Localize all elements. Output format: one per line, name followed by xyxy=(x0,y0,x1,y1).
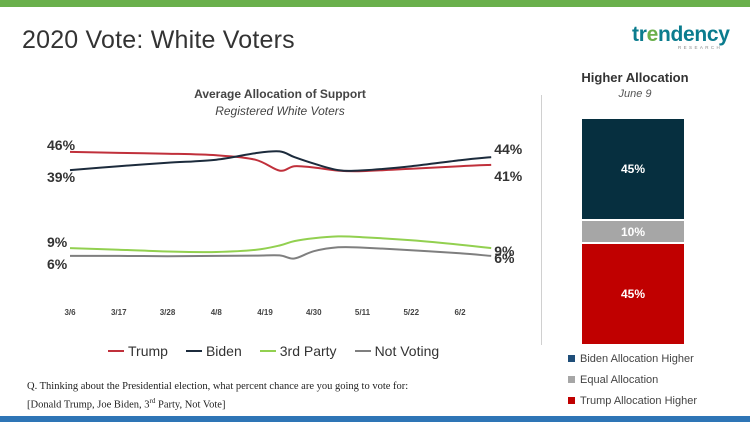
legend-item-not-voting: Not Voting xyxy=(354,343,440,359)
bar-legend-item-equal: Equal Allocation xyxy=(568,369,697,390)
legend-label-biden: Biden xyxy=(205,343,242,359)
question-line-1: Q. Thinking about the Presidential elect… xyxy=(27,381,409,392)
x-tick-label: 3/6 xyxy=(64,308,76,317)
panel-divider xyxy=(541,95,542,345)
data-label-trump-start: 46% xyxy=(47,137,76,153)
x-tick-label: 6/2 xyxy=(454,308,466,317)
data-label-not-voting-start: 6% xyxy=(47,256,68,272)
line-chart-legend: Trump Biden 3rd Party Not Voting xyxy=(108,343,457,359)
legend-item-biden: Biden xyxy=(185,343,242,359)
logo-part-1: tr xyxy=(632,23,647,46)
legend-swatch-3rd-party xyxy=(259,350,276,352)
trendency-logo: trendency RESEARCH xyxy=(632,24,732,54)
x-tick-label: 5/11 xyxy=(355,308,371,317)
question-line-2: [Donald Trump, Joe Biden, 3rd Party, Not… xyxy=(27,394,408,413)
logo-part-accent: e xyxy=(646,23,659,46)
stacked-bar: 45% 10% 45% xyxy=(582,119,684,344)
bar-segment-equal: 10% xyxy=(582,221,684,242)
x-tick-label: 3/17 xyxy=(111,308,127,317)
question-superscript: rd xyxy=(149,397,156,405)
top-accent-bar xyxy=(0,0,750,7)
question-line-2-start: [Donald Trump, Joe Biden, 3 xyxy=(27,399,150,411)
legend-item-3rd-party: 3rd Party xyxy=(259,343,337,359)
bar-chart-legend: Biden Allocation Higher Equal Allocation… xyxy=(568,348,697,411)
bar-legend-item-biden: Biden Allocation Higher xyxy=(568,348,697,369)
bar-legend-swatch-equal xyxy=(568,376,575,383)
logo-wordmark: trendency xyxy=(632,24,732,46)
bar-chart-title: Higher Allocation xyxy=(581,70,689,85)
bar-segment-trump-higher: 45% xyxy=(582,243,684,344)
slide-title: 2020 Vote: White Voters xyxy=(22,26,295,54)
bar-legend-label-trump: Trump Allocation Higher xyxy=(580,394,697,407)
x-tick-label: 3/28 xyxy=(160,308,176,317)
question-line-2-end: Party, Not Vote] xyxy=(155,399,226,411)
x-tick-label: 4/19 xyxy=(257,308,273,317)
series-line-not-voting xyxy=(70,245,492,260)
data-label-biden-end: 44% xyxy=(494,141,523,157)
legend-label-3rd-party: 3rd Party xyxy=(279,343,337,359)
legend-label-not-voting: Not Voting xyxy=(374,343,440,359)
bar-segment-biden-higher: 45% xyxy=(582,119,684,220)
line-chart-subtitle: Registered White Voters xyxy=(215,104,345,118)
series-line-trump xyxy=(69,150,492,173)
data-label-trump-end: 41% xyxy=(494,168,523,184)
legend-swatch-biden xyxy=(185,350,202,352)
line-chart: 3/6 3/17 3/28 4/8 4/19 4/30 5/11 5/22 6/2 46% 39% 4… xyxy=(47,137,523,317)
legend-label-trump: Trump xyxy=(128,343,168,359)
bar-label-trump-higher: 45% xyxy=(620,286,646,301)
x-tick-label: 4/30 xyxy=(306,308,322,317)
x-tick-label: 4/8 xyxy=(211,308,223,317)
bar-label-equal: 10% xyxy=(620,224,646,239)
data-label-biden-start: 39% xyxy=(47,169,76,185)
logo-subtitle: RESEARCH xyxy=(678,45,723,50)
legend-item-trump: Trump xyxy=(108,343,168,359)
legend-swatch-trump xyxy=(108,350,124,352)
bar-legend-label-biden: Biden Allocation Higher xyxy=(580,352,694,365)
x-tick-label: 5/22 xyxy=(403,308,419,317)
logo-part-2: ndency xyxy=(657,23,730,46)
series-line-biden xyxy=(69,150,492,172)
data-label-3rd-party-end: 9% xyxy=(494,243,515,259)
legend-swatch-not-voting xyxy=(354,350,371,352)
bar-chart-date: June 9 xyxy=(618,88,652,100)
bottom-accent-bar xyxy=(0,416,750,422)
bar-label-biden-higher: 45% xyxy=(620,162,646,177)
line-chart-title: Average Allocation of Support xyxy=(194,87,366,101)
bar-legend-swatch-trump xyxy=(568,397,575,404)
bar-legend-swatch-biden xyxy=(568,355,575,362)
series-line-3rd-party xyxy=(69,235,492,254)
bar-legend-item-trump: Trump Allocation Higher xyxy=(568,390,697,411)
data-label-not-voting-end: 6% xyxy=(494,250,515,266)
data-label-3rd-party-start: 9% xyxy=(47,234,68,250)
survey-question: Q. Thinking about the Presidential elect… xyxy=(27,380,408,413)
bar-legend-label-equal: Equal Allocation xyxy=(580,373,659,386)
